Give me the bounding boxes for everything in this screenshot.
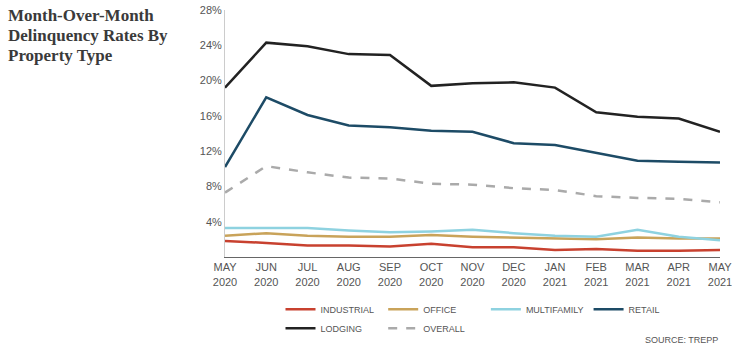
- svg-text:APR2021: APR2021: [667, 261, 691, 287]
- svg-text:JUN2020: JUN2020: [254, 261, 278, 287]
- svg-text:JUL2020: JUL2020: [295, 261, 319, 287]
- svg-text:MAY2021: MAY2021: [708, 261, 732, 287]
- svg-text:AUG2020: AUG2020: [337, 261, 361, 287]
- svg-text:OCT2020: OCT2020: [419, 261, 443, 287]
- svg-text:4%: 4%: [206, 216, 222, 228]
- svg-text:MULTIFAMILY: MULTIFAMILY: [526, 305, 584, 315]
- svg-text:28%: 28%: [200, 4, 222, 16]
- svg-text:RETAIL: RETAIL: [629, 305, 660, 315]
- svg-text:NOV2020: NOV2020: [460, 261, 485, 287]
- svg-text:INDUSTRIAL: INDUSTRIAL: [321, 305, 375, 315]
- svg-text:SEP2020: SEP2020: [378, 261, 402, 287]
- svg-text:MAY2020: MAY2020: [213, 261, 237, 287]
- svg-text:JAN2021: JAN2021: [543, 261, 567, 287]
- svg-text:SOURCE: TREPP: SOURCE: TREPP: [645, 335, 718, 345]
- svg-text:MAR2021: MAR2021: [625, 261, 650, 287]
- svg-text:LODGING: LODGING: [321, 324, 363, 334]
- svg-text:DEC2020: DEC2020: [502, 261, 526, 287]
- svg-text:FEB2021: FEB2021: [584, 261, 608, 287]
- svg-text:OFFICE: OFFICE: [423, 305, 456, 315]
- html-text:Month-Over-Month Delinquency R: Month-Over-Month Delinquency Rates By Pr…: [8, 6, 168, 65]
- svg-text:16%: 16%: [200, 110, 222, 122]
- svg-text:OVERALL: OVERALL: [423, 324, 465, 334]
- svg-text:12%: 12%: [200, 145, 222, 157]
- svg-text:20%: 20%: [200, 74, 222, 86]
- svg-text:8%: 8%: [206, 180, 222, 192]
- svg-text:24%: 24%: [200, 39, 222, 51]
